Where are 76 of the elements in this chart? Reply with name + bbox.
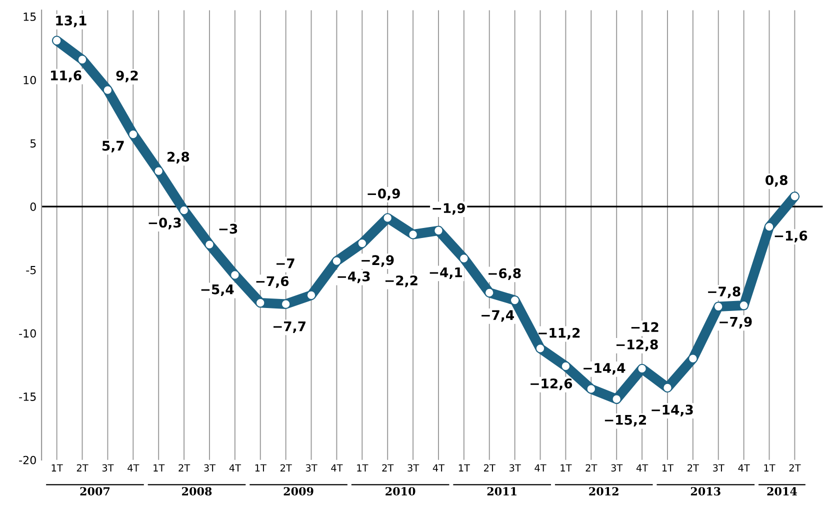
text: −7,7 <box>273 321 306 333</box>
text: −12 <box>631 322 658 332</box>
x-tick-label: 2T <box>280 464 292 472</box>
x-tick-label: 1T <box>560 464 572 472</box>
x-tick-label: 4T <box>636 464 648 472</box>
x-tick-label: 2T <box>688 464 700 472</box>
x-tick-label: 4T <box>432 464 445 472</box>
text: −6,8 <box>488 268 521 280</box>
text: −1,6 <box>774 230 808 242</box>
y-tick-label: 15 <box>24 12 36 21</box>
text: −7,8 <box>708 286 740 298</box>
text: 5,7 <box>102 140 124 152</box>
y-tick-label: -10 <box>19 329 36 338</box>
x-tick-label: 2T <box>76 464 88 472</box>
x-tick-label: 2T <box>382 464 394 472</box>
text: 2007 <box>80 487 110 496</box>
x-tick-label: 1T <box>764 464 776 472</box>
text: −7,6 <box>256 276 289 288</box>
text: −11,2 <box>538 328 580 340</box>
text: −7 <box>276 258 294 268</box>
text: 0,8 <box>766 175 788 187</box>
x-tick-label: 1T <box>52 464 63 472</box>
x-tick-label: 2T <box>178 464 190 472</box>
text: −2,2 <box>385 275 418 288</box>
text: 2008 <box>182 487 212 496</box>
x-tick-label: 3T <box>204 464 216 472</box>
text: −1,9 <box>432 203 465 215</box>
text: −14,3 <box>652 404 693 416</box>
x-tick-label: 1T <box>458 464 470 472</box>
text: −3 <box>219 224 238 234</box>
text: −15,2 <box>604 414 646 427</box>
x-tick-label: 3T <box>102 464 114 472</box>
x-tick-label: 1T <box>154 464 165 472</box>
y-tick-label: 10 <box>24 76 36 84</box>
x-tick-label: 4T <box>738 464 750 472</box>
text: 2011 <box>487 487 516 496</box>
text: 2013 <box>690 487 720 496</box>
x-tick-label: 1T <box>662 464 674 472</box>
text: 2012 <box>589 487 618 496</box>
y-tick-label: 5 <box>30 139 36 148</box>
text: −12,6 <box>530 378 572 390</box>
x-tick-label: 3T <box>306 464 318 472</box>
x-tick-label: 2T <box>789 464 801 472</box>
y-tick-label: -20 <box>19 456 36 464</box>
x-tick-label: 3T <box>509 464 521 472</box>
text: −5,4 <box>201 284 234 296</box>
x-tick-label: 3T <box>713 464 724 472</box>
x-tick-label: 4T <box>128 464 140 472</box>
x-tick-label: 2T <box>586 464 598 472</box>
x-tick-label: 3T <box>408 464 420 472</box>
text: −0,3 <box>148 218 181 230</box>
y-tick-label: -15 <box>19 392 36 401</box>
x-tick-label: 1T <box>255 464 266 472</box>
text: 2,8 <box>168 152 190 164</box>
text: 11,6 <box>51 70 82 82</box>
text: 2010 <box>386 487 416 496</box>
text: −0,9 <box>368 188 400 200</box>
text: 2014 <box>767 487 797 496</box>
text: −7,4 <box>482 310 514 322</box>
y-tick-label: -5 <box>26 266 36 274</box>
x-tick-label: 2T <box>484 464 496 472</box>
text: 2009 <box>284 487 314 496</box>
y-tick-label: 0 <box>30 202 36 211</box>
x-tick-label: 1T <box>357 464 368 472</box>
text: −7,9 <box>720 316 752 328</box>
text: 9,2 <box>116 70 138 82</box>
text: −4,1 <box>430 267 462 279</box>
text: −12,8 <box>616 340 658 352</box>
x-tick-label: 4T <box>331 464 343 472</box>
x-tick-label: 4T <box>229 464 242 472</box>
text: −4,3 <box>338 271 370 284</box>
text: 13,1 <box>56 16 86 28</box>
x-tick-label: 4T <box>534 464 546 472</box>
x-tick-label: 3T <box>611 464 623 472</box>
text: −14,4 <box>584 363 626 375</box>
text: −2,9 <box>362 255 394 267</box>
